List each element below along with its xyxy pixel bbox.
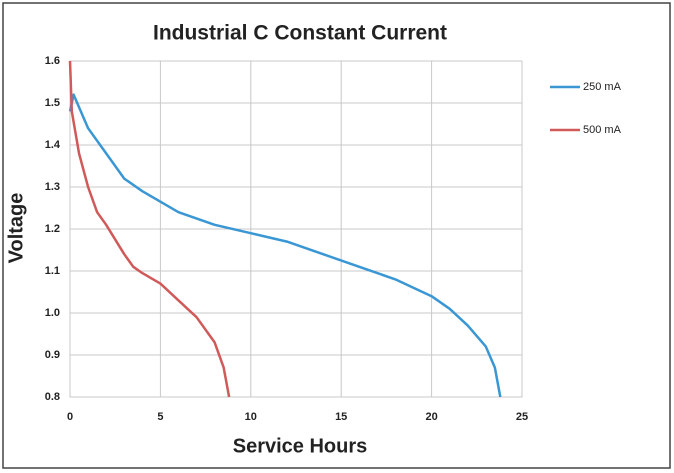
x-tick-label: 10 (245, 411, 257, 423)
x-tick-label: 5 (157, 411, 163, 423)
x-tick-label: 20 (425, 411, 437, 423)
series-line (68, 93, 502, 398)
y-tick-label: 0.9 (45, 349, 60, 361)
y-axis-label: Voltage (5, 193, 27, 264)
y-tick-label: 1.1 (45, 265, 60, 277)
x-axis-label: Service Hours (233, 435, 368, 457)
y-tick-label: 1.3 (45, 181, 60, 193)
y-tick-label: 1.5 (45, 97, 60, 109)
y-tick-label: 1.2 (45, 223, 60, 235)
y-tick-label: 1.0 (45, 307, 60, 319)
y-tick-label: 1.6 (45, 55, 60, 67)
legend-label: 250 mA (583, 81, 622, 93)
chart-title: Industrial C Constant Current (153, 22, 447, 45)
legend-label: 500 mA (583, 124, 622, 136)
series-line (68, 60, 231, 398)
plot-border (69, 60, 523, 398)
y-tick-label: 1.4 (45, 139, 61, 151)
x-tick-label: 25 (516, 411, 528, 423)
x-tick-label: 0 (67, 411, 73, 423)
frame (2, 2, 671, 469)
x-tick-label: 15 (335, 411, 347, 423)
y-tick-label: 0.8 (45, 391, 60, 403)
